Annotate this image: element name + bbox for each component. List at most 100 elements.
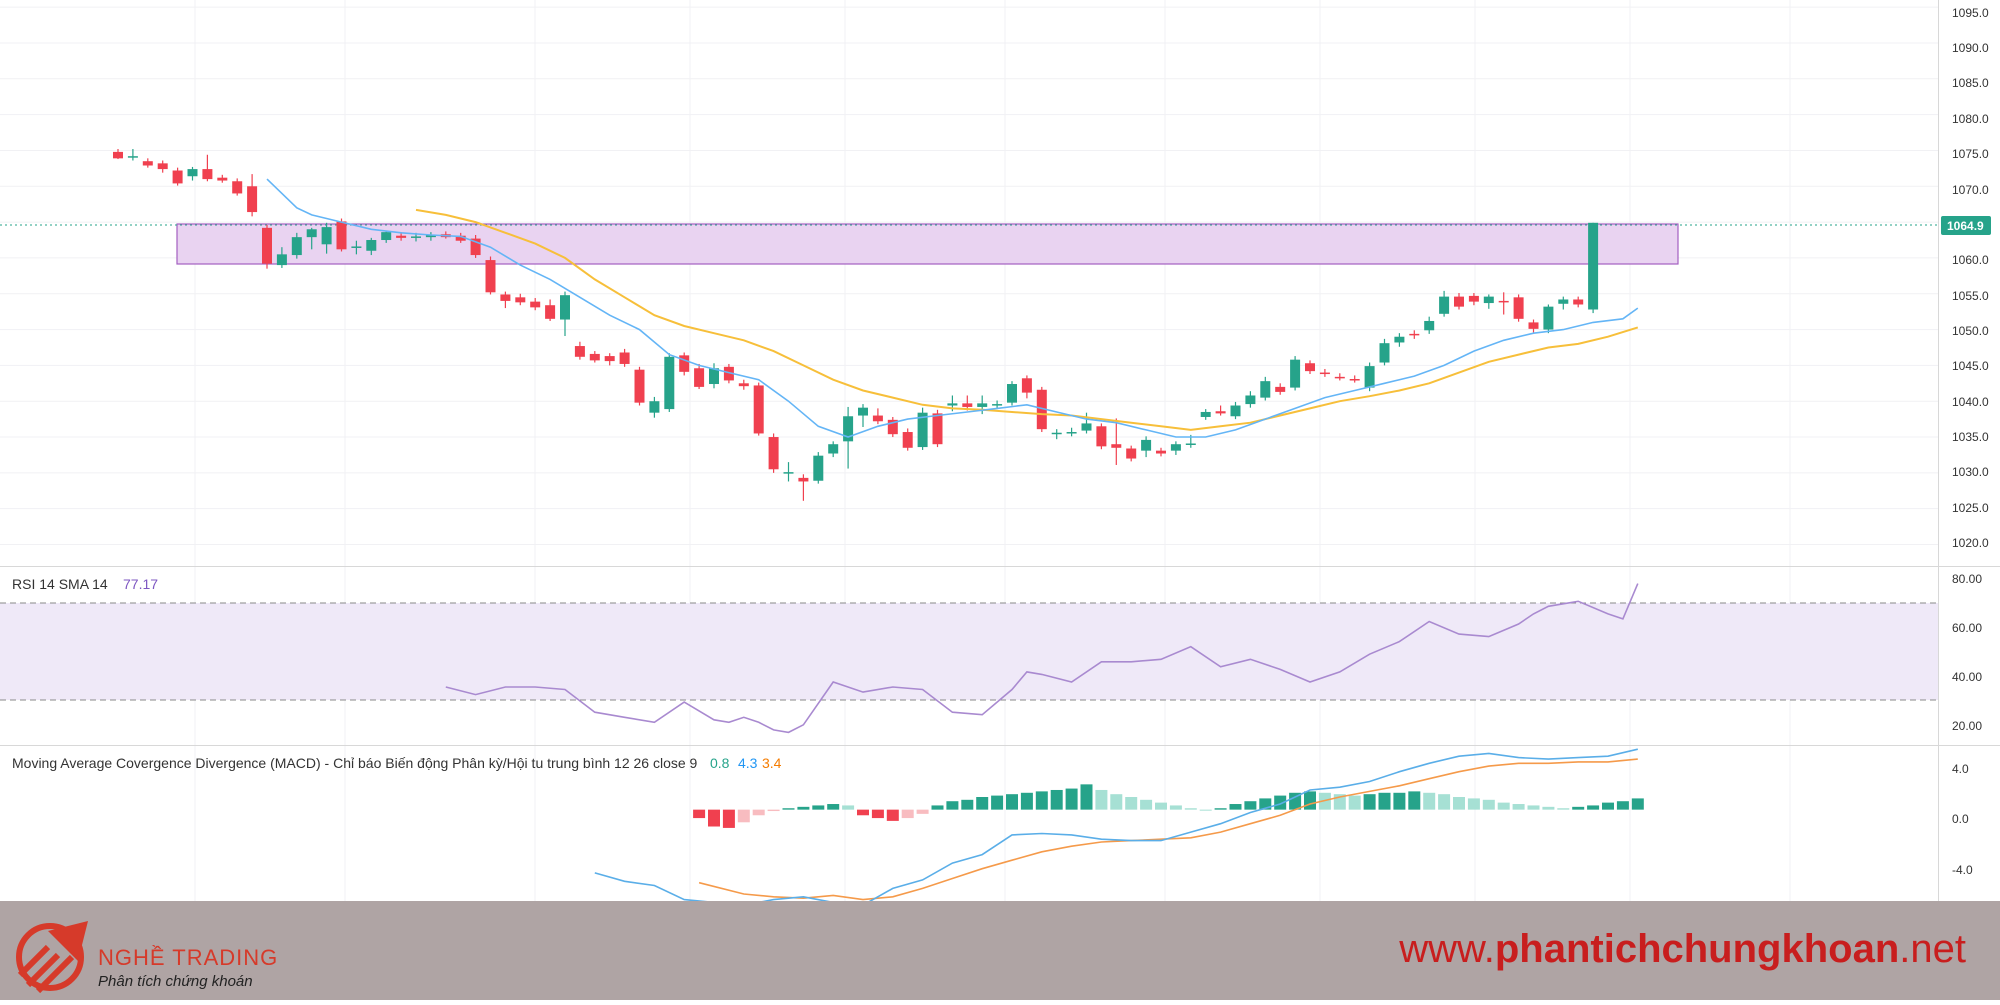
macd-histogram-bar: [1557, 808, 1570, 810]
rsi-value: 77.17: [123, 576, 158, 592]
macd-histogram-bar: [1393, 792, 1406, 810]
last-price-badge[interactable]: [1941, 216, 1991, 235]
candle-body: [858, 407, 868, 416]
candle-body: [1230, 405, 1241, 417]
candle-body: [768, 437, 779, 470]
macd-histogram-bar: [1602, 802, 1614, 810]
candle-body: [843, 416, 854, 442]
price-tick: 1080.0: [1952, 112, 1989, 126]
chart-grid: [0, 0, 1938, 901]
candle-body: [1334, 376, 1345, 379]
macd-histogram-bar: [991, 795, 1004, 810]
macd-panel[interactable]: Moving Average Covergence Divergence (MA…: [12, 748, 1973, 907]
price-axis[interactable]: 1095.0 1090.0 1085.0 1080.0 1075.0 1070.…: [1941, 6, 1991, 550]
candle-body: [1573, 299, 1584, 305]
candle-body: [336, 221, 347, 250]
macd-histogram-bar: [737, 809, 750, 823]
price-tick: 1025.0: [1952, 501, 1989, 515]
brand-name: NGHỀ TRADING: [98, 945, 279, 970]
macd-histogram-bar: [1020, 792, 1033, 810]
candle-body: [262, 227, 272, 264]
macd-histogram-bar: [1199, 809, 1212, 811]
candle-body: [232, 181, 243, 194]
macd-histogram-bar: [1512, 804, 1525, 810]
candle-body: [1498, 300, 1509, 303]
macd-histogram-bar: [1289, 792, 1302, 810]
candle-body: [113, 151, 123, 159]
macd-histogram-bar: [1438, 794, 1451, 810]
rsi-tick: 40.00: [1952, 670, 1982, 684]
candle-body: [664, 356, 675, 410]
macd-histogram-bar: [827, 804, 840, 810]
candle-body: [1096, 426, 1107, 447]
candle-body: [1379, 343, 1390, 363]
macd-hist-value: 0.8: [710, 755, 730, 771]
candle-body: [619, 352, 630, 364]
macd-histogram-bar: [797, 806, 810, 810]
candle-body: [828, 444, 839, 454]
macd-title[interactable]: Moving Average Covergence Divergence (MA…: [12, 755, 698, 771]
macd-histogram-bar: [1348, 795, 1361, 810]
rsi-tick: 60.00: [1952, 621, 1982, 635]
brand-logo-icon: [16, 921, 88, 994]
candle-body: [1558, 299, 1569, 304]
website-url[interactable]: www.phantichchungkhoan.net: [1399, 927, 1966, 972]
price-tick: 1085.0: [1952, 76, 1989, 90]
candle-body: [172, 170, 183, 184]
macd-histogram-bar: [1095, 789, 1108, 810]
candle-body: [1394, 336, 1405, 343]
price-tick: 1090.0: [1952, 41, 1989, 55]
price-tick: 1075.0: [1952, 147, 1989, 161]
candle-body: [470, 238, 481, 256]
macd-histogram-bar: [1110, 794, 1123, 810]
price-tick: 1030.0: [1952, 465, 1989, 479]
candle-body: [1588, 222, 1599, 310]
last-price-label: 1064.9: [1947, 219, 1984, 233]
price-tick: 1055.0: [1952, 289, 1989, 303]
candle-body: [872, 415, 883, 422]
macd-histogram-bar: [782, 808, 795, 810]
candle-body: [1215, 411, 1226, 414]
candle-body: [1275, 386, 1286, 392]
candle-body: [1409, 333, 1420, 336]
rsi-tick: 80.00: [1952, 572, 1982, 586]
macd-histogram-bar: [693, 809, 706, 819]
price-panel[interactable]: [0, 149, 1938, 501]
candle-body: [1513, 297, 1524, 319]
candle-body: [1424, 320, 1435, 331]
rsi-panel[interactable]: RSI 14 SMA 14 77.17 80.00 60.00 40.00 20…: [0, 572, 1982, 734]
candle-body: [753, 385, 764, 434]
candle-body: [1319, 372, 1330, 375]
macd-histogram-bar: [1453, 797, 1465, 810]
candle-body: [679, 355, 690, 372]
candle-body: [1245, 395, 1256, 405]
candle-body: [1528, 322, 1539, 329]
rsi-title[interactable]: RSI 14 SMA 14: [12, 576, 108, 592]
candle-body: [321, 227, 332, 245]
macd-histogram-bar: [1259, 798, 1272, 810]
candle-body: [1364, 366, 1375, 388]
candle-body: [247, 186, 258, 213]
candle-body: [1051, 432, 1062, 435]
candle-body: [604, 356, 615, 362]
candle-body: [1111, 444, 1122, 448]
candle-body: [500, 294, 511, 301]
candle-body: [157, 163, 168, 170]
candle-body: [1439, 296, 1450, 314]
resistance-zone[interactable]: [176, 223, 1679, 265]
candle-body: [396, 235, 407, 238]
candle-body: [649, 401, 660, 413]
macd-histogram-bar: [1631, 798, 1644, 810]
candle-body: [574, 346, 585, 357]
rsi-band: [0, 603, 1938, 700]
candle-body: [783, 472, 794, 474]
ema-fast-line: [266, 178, 1639, 438]
macd-line: [594, 748, 1638, 907]
candle-body: [1543, 306, 1554, 330]
macd-histogram-bar: [1184, 808, 1197, 810]
macd-histogram-bar: [1423, 792, 1436, 810]
macd-histogram-bar: [916, 809, 929, 814]
candle-body: [1290, 359, 1301, 388]
macd-histogram-bar: [857, 809, 869, 816]
